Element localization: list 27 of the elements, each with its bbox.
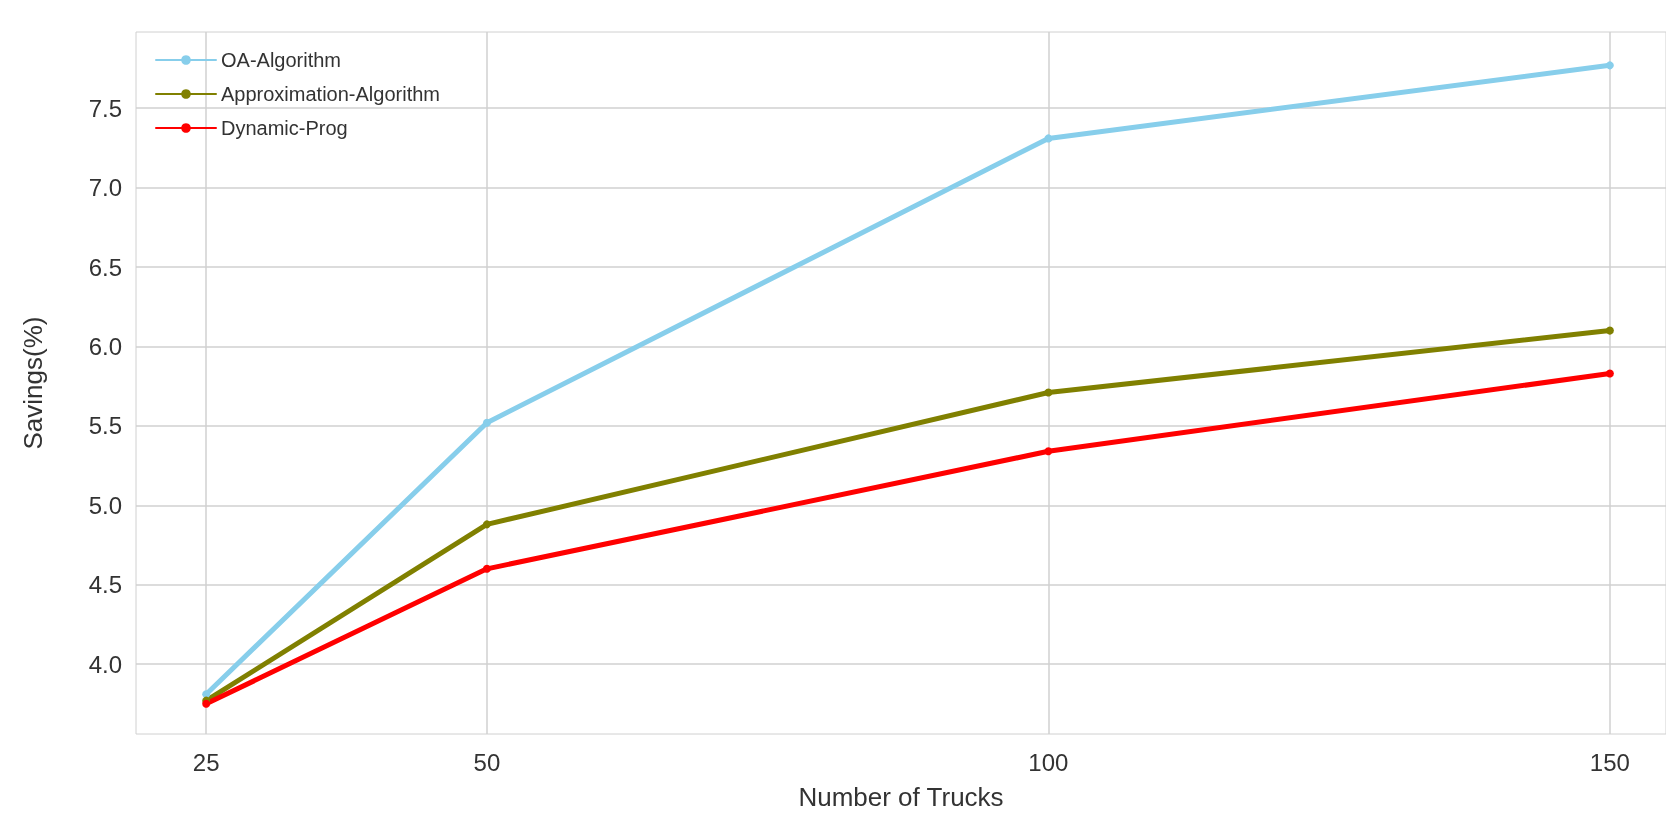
x-tick-label: 100 bbox=[1028, 748, 1069, 776]
point bbox=[482, 418, 491, 427]
y-tick-label: 6.5 bbox=[88, 253, 122, 281]
point bbox=[1605, 326, 1614, 335]
legend-label: OA-Algorithm bbox=[221, 49, 342, 71]
point bbox=[1605, 369, 1614, 378]
y-tick-label: 5.5 bbox=[88, 412, 122, 440]
x-tick-label: 150 bbox=[1589, 748, 1630, 776]
x-axis-title: Number of Trucks bbox=[798, 782, 1004, 812]
y-tick-label: 6.0 bbox=[88, 332, 122, 360]
x-tick-label: 50 bbox=[473, 748, 501, 776]
point bbox=[1044, 388, 1053, 397]
point bbox=[482, 564, 491, 573]
y-tick-label: 4.0 bbox=[88, 650, 122, 678]
point bbox=[202, 690, 211, 699]
x-tick-label: 25 bbox=[192, 748, 220, 776]
legend-label: Dynamic-Prog bbox=[221, 117, 348, 139]
point bbox=[1605, 61, 1614, 70]
y-tick-label: 7.0 bbox=[88, 174, 122, 202]
y-tick-label: 5.0 bbox=[88, 491, 122, 519]
y-tick-label: 4.5 bbox=[88, 571, 122, 599]
point bbox=[482, 520, 491, 529]
point bbox=[1044, 447, 1053, 456]
y-tick-label: 7.5 bbox=[88, 94, 122, 122]
legend-label: Approximation-Algorithm bbox=[221, 83, 440, 105]
point bbox=[1044, 134, 1053, 143]
y-axis-title: Savings(%) bbox=[18, 316, 48, 450]
